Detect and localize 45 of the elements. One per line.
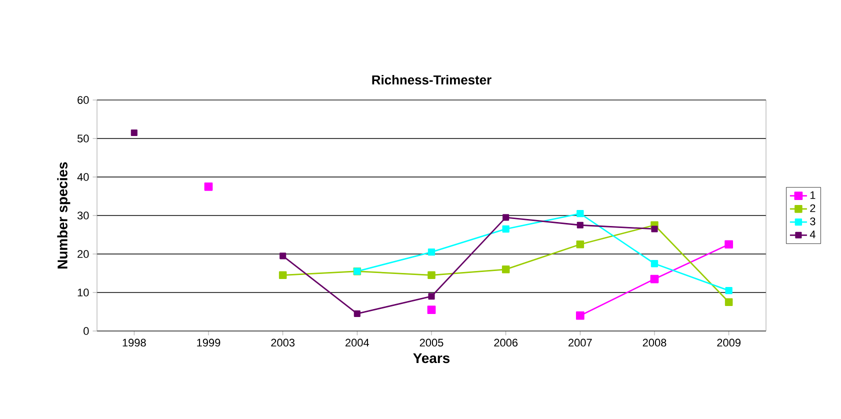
y-tick-label: 60 bbox=[78, 96, 89, 104]
x-tick-label: 2008 bbox=[642, 338, 666, 347]
point bbox=[278, 271, 287, 280]
x-tick-label: 2005 bbox=[420, 338, 444, 347]
point bbox=[280, 252, 286, 260]
legend-label: 4 bbox=[810, 230, 816, 238]
legend-label: 3 bbox=[810, 218, 816, 226]
y-tick-label: 40 bbox=[77, 173, 89, 181]
point bbox=[576, 210, 584, 218]
point bbox=[502, 214, 510, 221]
y-tick-label: 30 bbox=[77, 212, 89, 220]
point bbox=[724, 240, 734, 249]
legend-label: 2 bbox=[810, 204, 816, 212]
point bbox=[502, 225, 510, 233]
y-tick-label: 20 bbox=[78, 250, 89, 258]
x-tick-label: 2004 bbox=[346, 338, 370, 347]
point bbox=[725, 286, 732, 294]
point bbox=[428, 248, 436, 256]
x-tick-label: 2006 bbox=[494, 338, 518, 347]
chart-title: Richness-Trimester bbox=[372, 74, 492, 85]
y-tick-label: 10 bbox=[78, 288, 89, 296]
point bbox=[354, 310, 360, 317]
point bbox=[576, 222, 584, 228]
x-tick-label: 1998 bbox=[122, 338, 146, 347]
y-axis-title: Number species bbox=[57, 162, 70, 268]
point bbox=[724, 298, 733, 306]
point bbox=[130, 129, 138, 136]
point bbox=[204, 182, 213, 191]
point bbox=[427, 306, 436, 314]
point bbox=[650, 274, 659, 284]
point bbox=[576, 311, 584, 320]
x-tick-label: 1999 bbox=[197, 338, 220, 347]
x-tick-label: 2007 bbox=[568, 338, 592, 347]
x-axis-title: Years bbox=[413, 353, 450, 364]
x-tick-label: 2003 bbox=[271, 338, 295, 347]
point bbox=[428, 271, 436, 280]
point bbox=[651, 226, 658, 232]
point bbox=[650, 260, 658, 268]
legend-label: 1 bbox=[810, 191, 816, 199]
point bbox=[502, 266, 510, 274]
y-tick-label: 0 bbox=[84, 327, 89, 335]
x-tick-label: 2009 bbox=[717, 338, 740, 347]
point bbox=[576, 240, 584, 248]
point bbox=[428, 293, 435, 300]
y-tick-label: 50 bbox=[77, 134, 89, 142]
